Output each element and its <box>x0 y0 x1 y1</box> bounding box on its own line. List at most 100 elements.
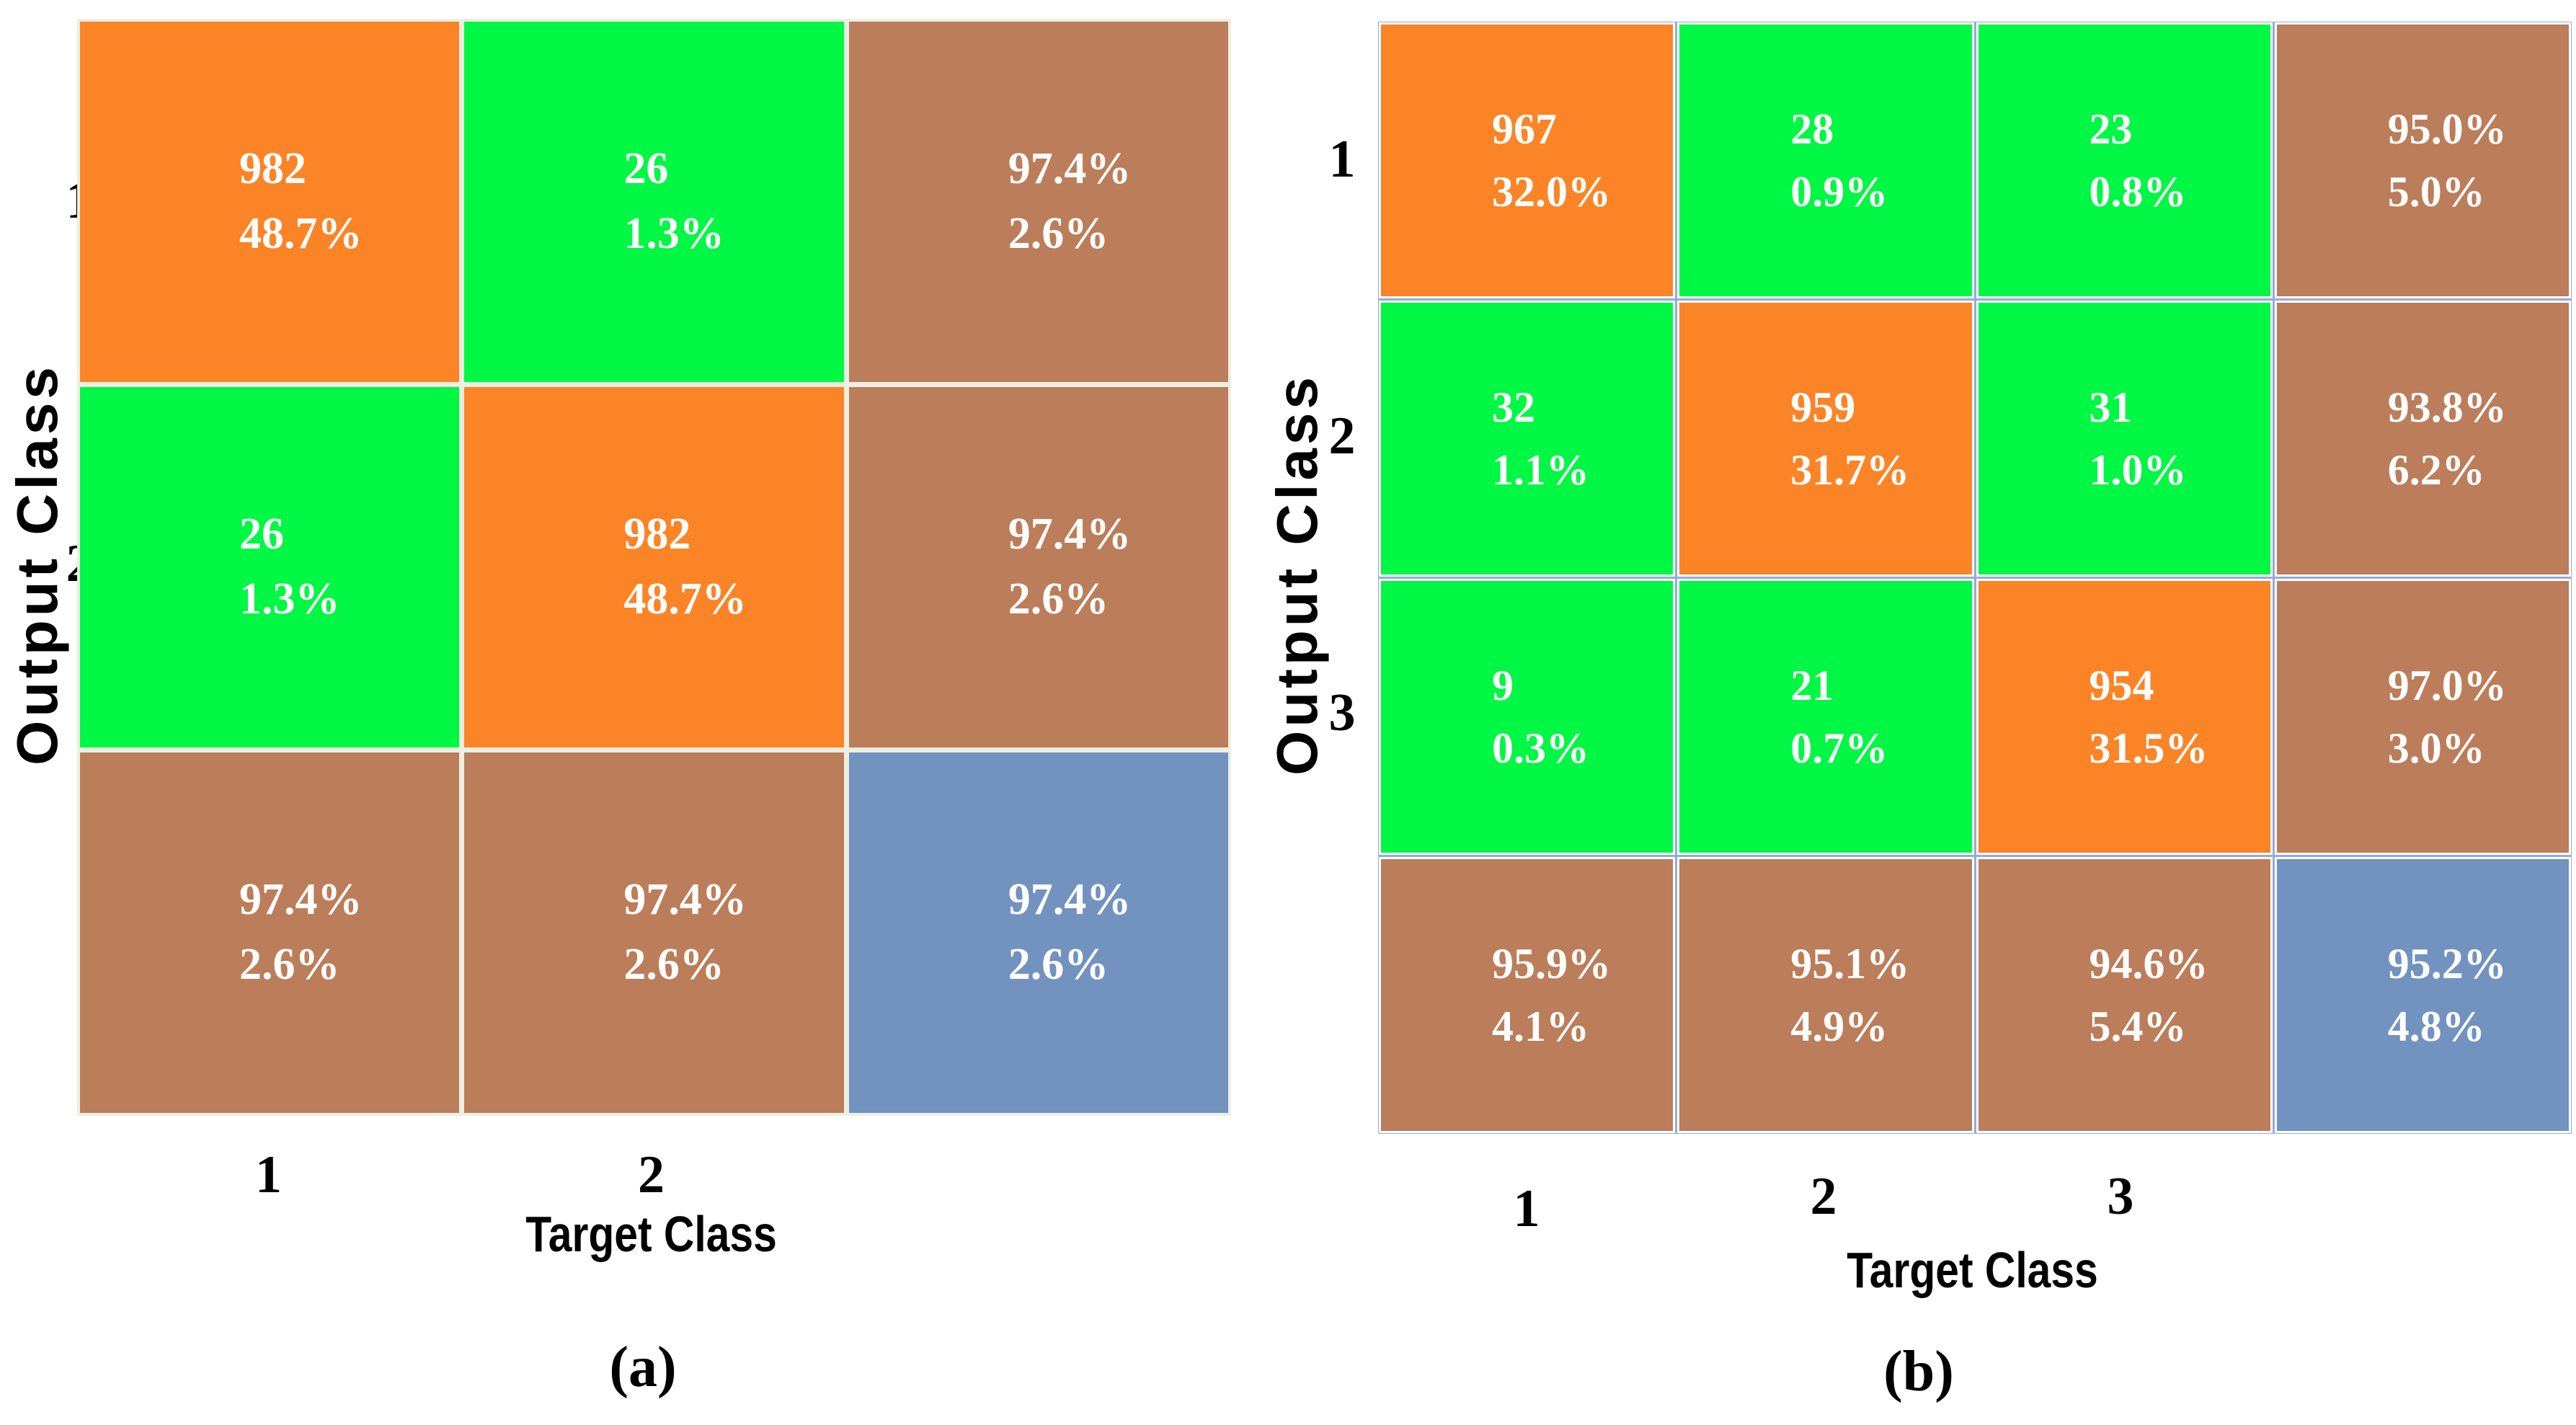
cell-values: 26 1.3% <box>239 502 340 632</box>
cell-value-line: 95.9% <box>1491 939 1611 987</box>
cell-value-line: 967 <box>1491 105 1557 153</box>
x-axis-title-a: Target Class <box>77 1205 1225 1263</box>
cell-value-line: 94.6% <box>2089 939 2208 987</box>
cell-value-line: 97.4% <box>1008 875 1132 925</box>
cell-value-line: 954 <box>2089 661 2154 709</box>
cell-value-line: 32 <box>1491 383 1535 431</box>
matrix-a-cell-r2c3: 97.4% 2.6% <box>848 387 1228 747</box>
cell-values: 28 0.9% <box>1790 98 1888 223</box>
cell-value-line: 31.5% <box>2089 724 2208 772</box>
confusion-matrix-a: 982 48.7% 26 1.3% 97.4% 2.6% 26 1.3% 982 48.7% 97.… <box>77 19 1231 1116</box>
cell-values: 97.4% 2.6% <box>239 868 363 998</box>
cell-value-line: 5.0% <box>2387 167 2485 216</box>
cell-value-line: 1.1% <box>1491 445 1589 494</box>
matrix-b-cell-r2c1: 32 1.1% <box>1381 303 1674 574</box>
matrix-b-cell-r1c3: 23 0.8% <box>1978 25 2270 296</box>
cell-value-line: 95.2% <box>2387 939 2507 987</box>
cell-value-line: 93.8% <box>2387 383 2507 431</box>
matrix-a-cell-r1c1: 982 48.7% <box>80 22 460 382</box>
matrix-a-cell-r1c2: 26 1.3% <box>464 22 844 382</box>
x-axis-title-a-text: Target Class <box>525 1206 777 1262</box>
matrix-b-cell-r1c1: 967 32.0% <box>1381 25 1674 296</box>
matrix-b-cell-r3c2: 21 0.7% <box>1679 581 1972 853</box>
matrix-b-cell-r4c4: 95.2% 4.8% <box>2276 859 2569 1131</box>
cell-value-line: 28 <box>1790 105 1834 153</box>
cell-value-line: 2.6% <box>623 940 724 989</box>
cell-values: 982 48.7% <box>239 137 363 267</box>
row-tick-labels-b: 1 2 3 <box>1306 22 1378 1128</box>
cell-value-line: 1.3% <box>623 209 724 258</box>
cell-value-line: 4.1% <box>1491 1002 1589 1050</box>
matrix-b-cell-r2c3: 31 1.0% <box>1978 303 2270 574</box>
cell-values: 97.4% 2.6% <box>1008 502 1132 632</box>
cell-values: 95.2% 4.8% <box>2388 933 2507 1058</box>
cell-value-line: 31 <box>2089 383 2133 431</box>
matrix-a-cell-r3c3: 97.4% 2.6% <box>848 753 1228 1113</box>
cell-values: 97.4% 2.6% <box>1008 868 1132 998</box>
cell-value-line: 0.7% <box>1790 724 1888 772</box>
cell-value-line: 23 <box>2089 105 2133 153</box>
col-tick-label-1: 1 <box>255 1145 282 1204</box>
cell-value-line: 32.0% <box>1491 167 1611 216</box>
cell-values: 95.9% 4.1% <box>1492 933 1611 1058</box>
panel-caption-b: (b) <box>1883 1340 1954 1403</box>
x-axis-title-b: Target Class <box>1378 1241 2566 1299</box>
cell-value-line: 1.3% <box>239 574 340 623</box>
cell-value-line: 95.0% <box>2387 105 2507 153</box>
cell-values: 982 48.7% <box>623 502 747 632</box>
col-tick-labels-b: 1 2 3 <box>1378 1153 2566 1240</box>
cell-value-line: 959 <box>1790 383 1856 431</box>
cell-value-line: 1.0% <box>2089 445 2187 494</box>
row-tick-label-3: 3 <box>1328 683 1356 742</box>
cell-value-line: 97.4% <box>239 875 363 925</box>
cell-values: 23 0.8% <box>2089 98 2186 223</box>
cell-value-line: 48.7% <box>623 574 747 623</box>
cell-value-line: 48.7% <box>239 209 363 258</box>
cell-value-line: 2.6% <box>1008 940 1109 989</box>
row-tick-label-2: 2 <box>1328 407 1356 466</box>
cell-value-line: 982 <box>239 144 307 194</box>
matrix-a-cell-r2c2: 982 48.7% <box>464 387 844 747</box>
matrix-a-cell-r3c2: 97.4% 2.6% <box>464 753 844 1113</box>
matrix-b-cell-r3c1: 9 0.3% <box>1381 581 1674 853</box>
matrix-a-cell-r3c1: 97.4% 2.6% <box>80 753 460 1113</box>
cell-values: 97.4% 2.6% <box>1008 137 1132 267</box>
cell-values: 94.6% 5.4% <box>2089 933 2208 1058</box>
cell-value-line: 26 <box>623 144 669 194</box>
cell-values: 93.8% 6.2% <box>2388 376 2507 502</box>
matrix-b-cell-r3c3: 954 31.5% <box>1978 581 2270 853</box>
matrix-a-cell-r2c1: 26 1.3% <box>80 387 460 747</box>
cell-value-line: 9 <box>1491 661 1514 709</box>
panel-caption-a: (a) <box>609 1336 677 1399</box>
cell-value-line: 0.3% <box>1491 724 1589 772</box>
cell-values: 9 0.3% <box>1492 654 1589 780</box>
cell-value-line: 21 <box>1790 661 1834 709</box>
matrix-a-cell-r1c3: 97.4% 2.6% <box>848 22 1228 382</box>
cell-value-line: 5.4% <box>2089 1002 2187 1050</box>
row-tick-label-1: 1 <box>1328 130 1356 190</box>
cell-values: 959 31.7% <box>1790 376 1909 502</box>
confusion-matrix-b: 967 32.0% 28 0.9% 23 0.8% 95.0% 5.0% 32 1.1% 959 31… <box>1378 22 2572 1134</box>
cell-values: 95.0% 5.0% <box>2388 98 2507 223</box>
cell-value-line: 6.2% <box>2387 445 2485 494</box>
cell-value-line: 4.9% <box>1790 1002 1888 1050</box>
cell-values: 95.1% 4.9% <box>1790 933 1909 1058</box>
cell-value-line: 97.4% <box>1008 510 1132 559</box>
cell-values: 31 1.0% <box>2089 376 2186 502</box>
cell-value-line: 97.0% <box>2387 661 2507 709</box>
cell-value-line: 97.4% <box>1008 144 1132 194</box>
cell-value-line: 95.1% <box>1790 939 1910 987</box>
cell-value-line: 2.6% <box>1008 209 1109 258</box>
cell-values: 32 1.1% <box>1492 376 1589 502</box>
cell-values: 26 1.3% <box>623 137 724 267</box>
cell-value-line: 2.6% <box>239 940 340 989</box>
cell-value-line: 26 <box>239 510 285 559</box>
cell-value-line: 0.9% <box>1790 167 1888 216</box>
cell-value-line: 31.7% <box>1790 445 1910 494</box>
cell-value-line: 2.6% <box>1008 574 1109 623</box>
matrix-b-cell-r1c2: 28 0.9% <box>1679 25 1972 296</box>
cell-values: 967 32.0% <box>1492 98 1611 223</box>
